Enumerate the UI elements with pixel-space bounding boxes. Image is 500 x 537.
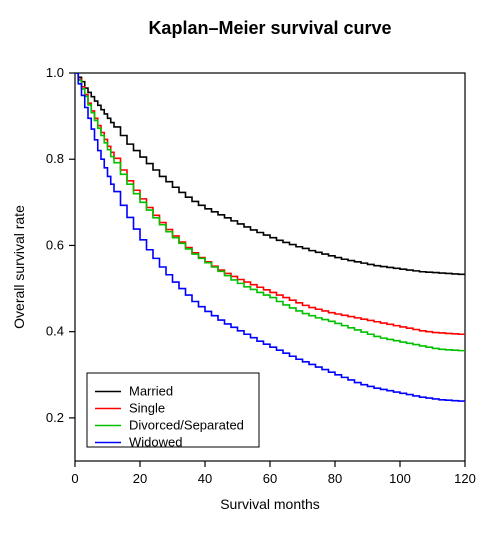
y-tick-label: 0.4 — [46, 324, 64, 339]
series-line-2 — [75, 73, 465, 351]
x-tick-label: 40 — [198, 471, 212, 486]
x-tick-label: 80 — [328, 471, 342, 486]
y-tick-label: 0.6 — [46, 237, 64, 252]
x-tick-label: 120 — [454, 471, 476, 486]
x-axis-label: Survival months — [220, 496, 320, 512]
x-tick-label: 0 — [71, 471, 78, 486]
chart-wrapper: Kaplan–Meier survival curve 0 20 40 60 80 100 1… — [0, 0, 500, 537]
legend-label: Widowed — [129, 435, 182, 450]
legend: Married Single Divorced/Separated Widowed — [87, 373, 259, 450]
plot-lines — [75, 73, 465, 402]
x-tick-label: 60 — [263, 471, 277, 486]
x-tick-label: 20 — [133, 471, 147, 486]
legend-label: Single — [129, 401, 165, 416]
series-line-0 — [75, 73, 465, 275]
legend-label: Married — [129, 384, 173, 399]
legend-label: Divorced/Separated — [129, 418, 244, 433]
x-tick-label: 100 — [389, 471, 411, 486]
y-tick-label: 0.8 — [46, 151, 64, 166]
chart-title: Kaplan–Meier survival curve — [148, 18, 391, 38]
y-tick-label: 0.2 — [46, 410, 64, 425]
y-axis-label: Overall survival rate — [11, 205, 27, 329]
km-survival-chart: Kaplan–Meier survival curve 0 20 40 60 80 100 1… — [0, 0, 500, 537]
y-tick-label: 1.0 — [46, 65, 64, 80]
